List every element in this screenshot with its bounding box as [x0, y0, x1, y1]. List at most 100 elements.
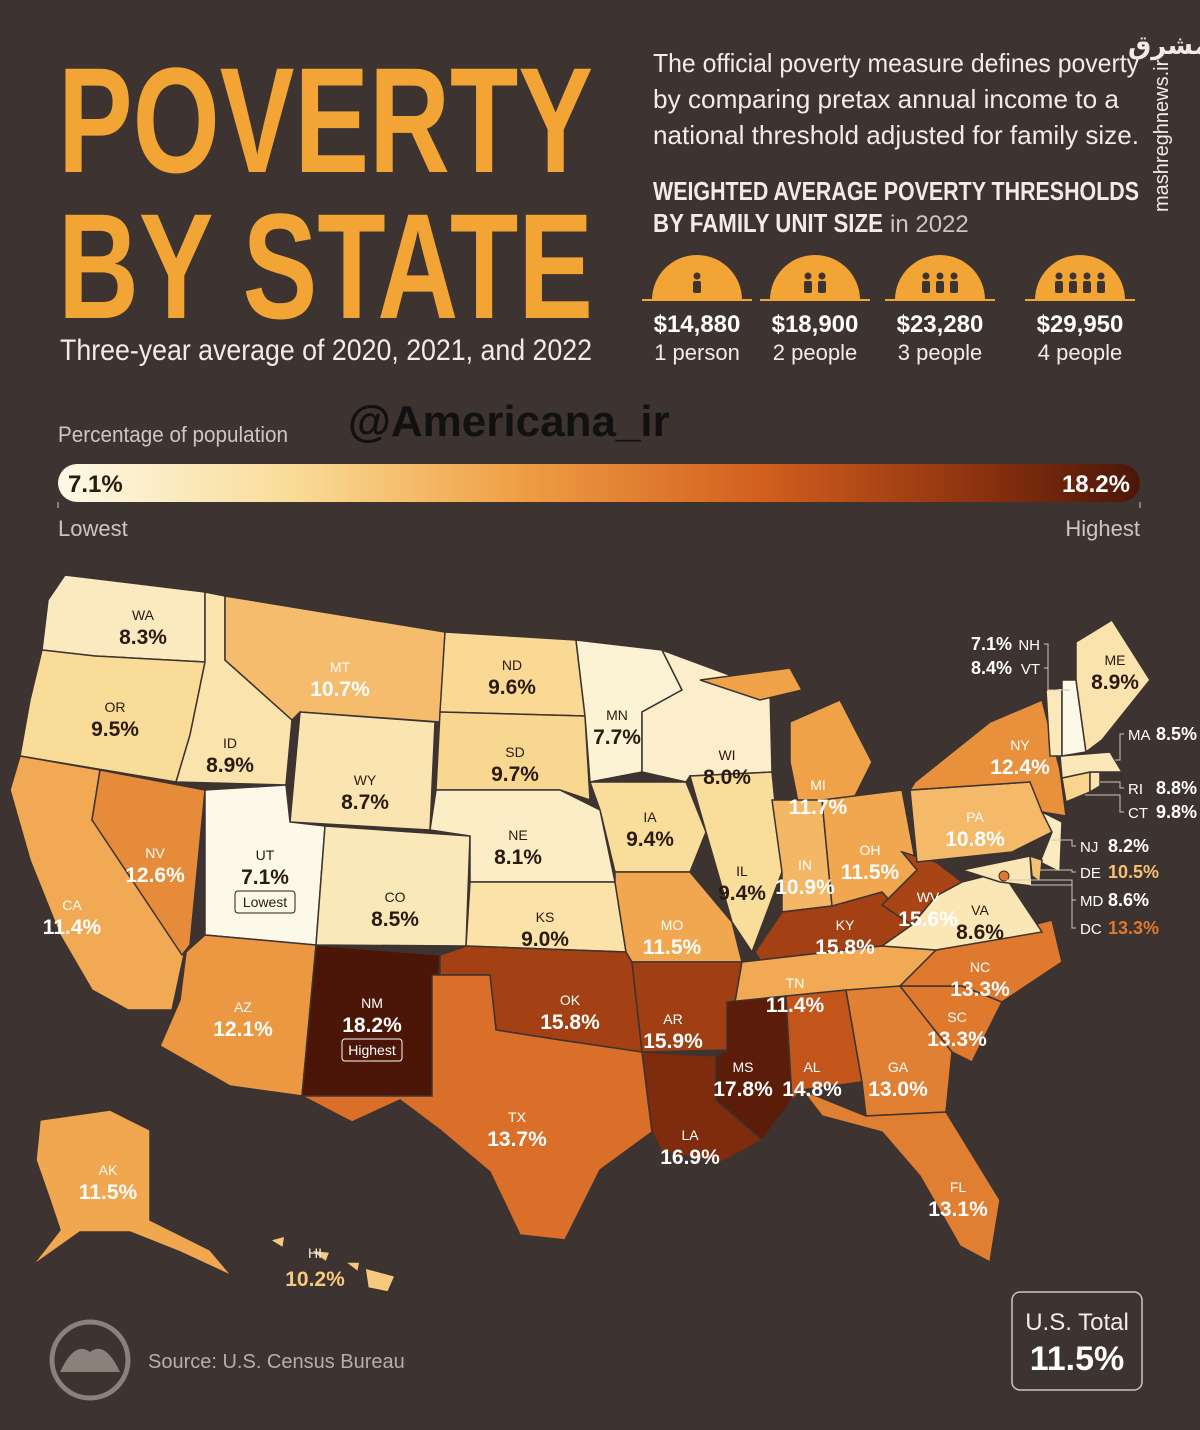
total-value: 11.5%	[1030, 1340, 1125, 1378]
person-head	[922, 272, 930, 280]
person-body	[693, 281, 701, 293]
person-head	[1069, 272, 1077, 280]
state-abbr: MS	[733, 1059, 754, 1075]
state-abbr: AL	[803, 1059, 820, 1075]
state-value: 10.7%	[310, 678, 370, 701]
state-value: 8.9%	[206, 754, 254, 777]
state-value: 12.6%	[125, 864, 185, 887]
state-abbr: TX	[508, 1109, 527, 1125]
state-abbr: NY	[1010, 737, 1030, 753]
state-value: 7.7%	[593, 726, 641, 749]
state-abbr: AR	[663, 1011, 682, 1027]
state-value: 8.5%	[1156, 724, 1197, 744]
state-abbr: CO	[385, 889, 406, 905]
state-value: 12.4%	[990, 756, 1050, 779]
state	[342, 1261, 361, 1274]
state	[998, 870, 1010, 882]
total-box	[1011, 1291, 1143, 1391]
state-value: 13.1%	[928, 1198, 988, 1221]
state	[959, 855, 1033, 887]
state	[91, 769, 206, 957]
state-value: 18.2%	[342, 1014, 402, 1037]
logo	[49, 1319, 131, 1401]
legend-bar	[58, 464, 1140, 502]
state-abbr: NC	[970, 959, 990, 975]
state-value: 17.8%	[713, 1078, 773, 1101]
state-abbr: SC	[947, 1009, 966, 1025]
state-value: 15.9%	[643, 1030, 703, 1053]
leader-line	[1100, 781, 1124, 789]
state-note: Highest	[348, 1042, 396, 1058]
state-value: 8.4%	[971, 658, 1012, 678]
state-abbr: PA	[966, 809, 984, 825]
state-value: 10.8%	[945, 828, 1005, 851]
state-value: 11.5%	[79, 1181, 138, 1204]
state-value: 15.8%	[540, 1011, 600, 1034]
state-value: 8.7%	[341, 791, 389, 814]
state-abbr: NE	[508, 827, 527, 843]
state-abbr: IN	[798, 857, 812, 873]
state-abbr: TN	[786, 975, 805, 991]
legend-title: Percentage of population	[58, 422, 288, 447]
state-abbr: KS	[536, 909, 555, 925]
state-value: 13.3%	[1108, 918, 1159, 938]
state-value: 9.5%	[91, 718, 139, 741]
map-labels: WA 8.3% OR 9.5% CA 11.4% NV 12.6% ID 8.9% MT 10.7% W…	[43, 607, 1197, 1291]
subtitle: Three-year average of 2020, 2021, and 20…	[60, 334, 592, 367]
state	[301, 974, 653, 1241]
state-value: 10.9%	[775, 876, 835, 899]
state	[1059, 751, 1124, 779]
threshold-icon	[770, 255, 860, 300]
leader-line	[1040, 869, 1076, 873]
threshold-label: 4 people	[1038, 340, 1122, 365]
state-abbr: WY	[354, 772, 377, 788]
state-value: 7.1%	[971, 634, 1012, 654]
state-value: 10.5%	[1108, 862, 1159, 882]
state-value: 10.2%	[285, 1268, 345, 1291]
person-head	[1097, 272, 1105, 280]
person-body	[1083, 281, 1091, 293]
state-abbr: HI	[308, 1245, 322, 1261]
watermark-logo: مشرق	[1128, 30, 1200, 61]
state-value: 9.4%	[626, 828, 674, 851]
state-value: 8.6%	[1108, 890, 1149, 910]
state-abbr: ID	[223, 735, 237, 751]
state-abbr: DE	[1080, 865, 1101, 882]
state-abbr: VT	[1021, 661, 1040, 678]
leader-line	[1044, 643, 1070, 691]
state-abbr: AZ	[234, 999, 252, 1015]
state	[439, 631, 586, 717]
legend-lowest: Lowest	[58, 516, 128, 541]
state-value: 15.6%	[898, 908, 958, 931]
state-value: 8.1%	[494, 846, 542, 869]
watermark-site: mashreghnews.ir	[1151, 59, 1173, 212]
person-body	[1055, 281, 1063, 293]
state-abbr: WV	[917, 889, 940, 905]
person-head	[1055, 272, 1063, 280]
person-body	[922, 281, 930, 293]
state	[785, 989, 863, 1102]
state-value: 9.7%	[491, 763, 539, 786]
source: Source: U.S. Census Bureau	[148, 1351, 405, 1373]
person-body	[950, 281, 958, 293]
state-abbr: GA	[888, 1059, 909, 1075]
state	[908, 698, 1067, 817]
person-body	[804, 281, 812, 293]
state-abbr: UT	[256, 847, 275, 863]
state-value: 8.9%	[1091, 671, 1139, 694]
person-head	[936, 272, 944, 280]
state-value: 8.0%	[703, 766, 751, 789]
state-abbr: MA	[1128, 727, 1151, 744]
state-value: 14.8%	[782, 1078, 842, 1101]
person-body	[936, 281, 944, 293]
state-note: Lowest	[243, 894, 287, 910]
state	[689, 771, 783, 954]
state-abbr: VA	[971, 902, 989, 918]
state-abbr: OR	[105, 699, 126, 715]
state-abbr: KY	[836, 917, 855, 933]
state-value: 8.3%	[119, 626, 167, 649]
state-abbr: SD	[505, 744, 524, 760]
title-line: BY STATE	[58, 182, 593, 350]
state-abbr: IL	[736, 863, 748, 879]
